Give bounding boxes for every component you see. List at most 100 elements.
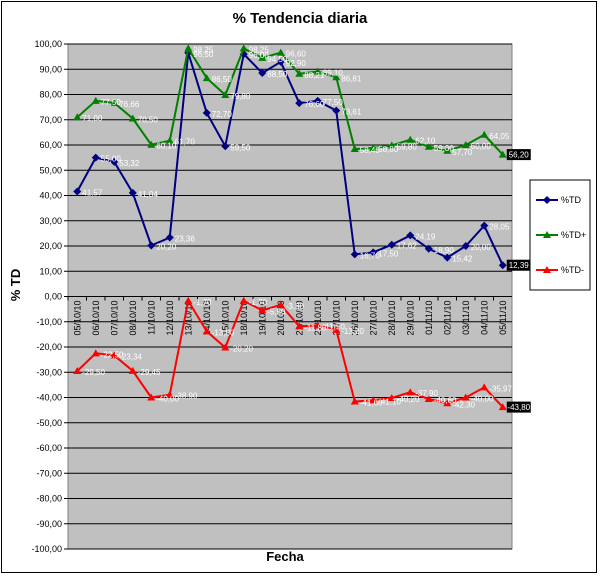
x-tick-label: 08/10/10 xyxy=(128,301,138,336)
last-value-label: 56,20 xyxy=(509,151,530,160)
x-tick-label: 25/10/10 xyxy=(331,301,341,336)
y-tick-label: -50,00 xyxy=(36,418,62,428)
data-point xyxy=(461,141,470,148)
data-label: -37,90 xyxy=(415,389,438,398)
x-tick-label: 02/11/10 xyxy=(442,301,452,335)
y-tick-label: 10,00 xyxy=(39,266,62,276)
data-label: 70,50 xyxy=(138,115,159,124)
data-point xyxy=(332,106,341,115)
data-label: 62,10 xyxy=(415,137,436,146)
data-label: 64,05 xyxy=(489,132,510,141)
data-point xyxy=(387,240,396,249)
y-tick-label: 60,00 xyxy=(39,140,62,150)
y-tick-label: 90,00 xyxy=(39,64,62,74)
y-tick-label: -30,00 xyxy=(36,367,62,377)
legend-label: %TD xyxy=(561,195,582,205)
data-label: 59,80 xyxy=(397,143,418,152)
y-tick-label: 40,00 xyxy=(39,191,62,201)
y-tick-label: -100,00 xyxy=(31,544,62,554)
data-point xyxy=(91,96,100,104)
data-point xyxy=(350,397,359,405)
data-label: 58,80 xyxy=(378,145,399,154)
legend: %TD %TD+ %TD- xyxy=(529,179,591,291)
data-label: 60,00 xyxy=(471,142,492,151)
data-label: -38,90 xyxy=(175,392,198,401)
data-label: 57,70 xyxy=(452,148,473,157)
data-label: -35,97 xyxy=(489,384,512,393)
data-label: 24,19 xyxy=(415,232,436,241)
data-point xyxy=(332,325,341,333)
data-label: -13,20 xyxy=(341,327,364,336)
data-point xyxy=(480,130,489,138)
data-point xyxy=(461,242,470,250)
x-tick-label: 28/10/10 xyxy=(387,301,397,336)
series-line-%TD xyxy=(76,52,504,266)
data-point xyxy=(165,136,174,144)
data-label: 92,90 xyxy=(286,59,307,68)
data-label: 61,70 xyxy=(175,138,196,147)
last-value-label: 12,39 xyxy=(509,261,530,270)
data-label: -41,10 xyxy=(378,397,401,406)
data-point xyxy=(295,69,304,77)
data-point xyxy=(73,187,82,196)
data-point xyxy=(258,69,267,78)
data-point xyxy=(221,343,230,351)
x-tick-label: 19/10/10 xyxy=(257,301,267,336)
data-point xyxy=(239,296,248,304)
data-label: 15,42 xyxy=(452,255,473,264)
data-point xyxy=(239,44,248,52)
data-point xyxy=(313,67,322,75)
x-tick-label: 13/10/10 xyxy=(183,301,193,336)
x-tick-label: 22/10/10 xyxy=(313,301,323,336)
data-point xyxy=(184,44,193,52)
data-point xyxy=(147,140,156,148)
data-label: 94,50 xyxy=(267,55,288,64)
data-label: 86,81 xyxy=(341,74,362,83)
data-point xyxy=(461,393,470,401)
x-tick-label: 12/10/10 xyxy=(165,301,175,336)
data-point xyxy=(258,306,267,314)
data-point xyxy=(184,296,193,304)
data-point xyxy=(498,150,507,158)
data-point xyxy=(91,153,100,162)
x-tick-label: 21/10/10 xyxy=(294,301,304,336)
data-point xyxy=(350,145,359,153)
data-point xyxy=(128,366,137,374)
data-point xyxy=(369,144,378,152)
data-label: 28,05 xyxy=(489,223,510,232)
data-point xyxy=(202,327,211,335)
x-axis-label: Fecha xyxy=(266,549,304,564)
x-axis-ticks: 05/10/10 06/10/10 07/10/10 08/10/10 11/10/10… xyxy=(67,296,508,336)
data-point xyxy=(369,248,378,257)
data-point xyxy=(424,395,433,403)
data-label: 55,00 xyxy=(101,155,122,164)
data-label: 89,10 xyxy=(323,69,344,78)
data-label: -29,50 xyxy=(82,368,105,377)
data-point xyxy=(443,146,452,154)
x-tick-label: 15/10/10 xyxy=(220,301,230,336)
data-label: 77,50 xyxy=(101,98,122,107)
data-point xyxy=(406,388,415,396)
data-point xyxy=(313,96,322,105)
y-axis-label: % TD xyxy=(8,269,23,302)
data-label: -40,20 xyxy=(397,395,420,404)
x-tick-label: 27/10/10 xyxy=(368,301,378,336)
y-tick-label: -70,00 xyxy=(36,468,62,478)
data-point xyxy=(276,300,285,308)
data-label: 16,70 xyxy=(360,251,381,260)
data-label: -29,45 xyxy=(138,368,161,377)
legend-label: %TD+ xyxy=(561,230,586,240)
last-value-box xyxy=(506,401,531,413)
legend-marker xyxy=(543,266,551,273)
data-label: 96,00 xyxy=(249,51,270,60)
data-label: 20,20 xyxy=(156,242,177,251)
data-point xyxy=(202,74,211,82)
y-tick-label: -10,00 xyxy=(36,317,62,327)
y-tick-label: -80,00 xyxy=(36,494,62,504)
x-tick-label: 14/10/10 xyxy=(202,301,212,336)
x-tick-label: 05/11/10 xyxy=(498,301,508,335)
x-tick-label: 06/10/10 xyxy=(91,301,101,336)
data-point xyxy=(128,188,137,197)
y-tick-label: 0,00 xyxy=(44,292,62,302)
